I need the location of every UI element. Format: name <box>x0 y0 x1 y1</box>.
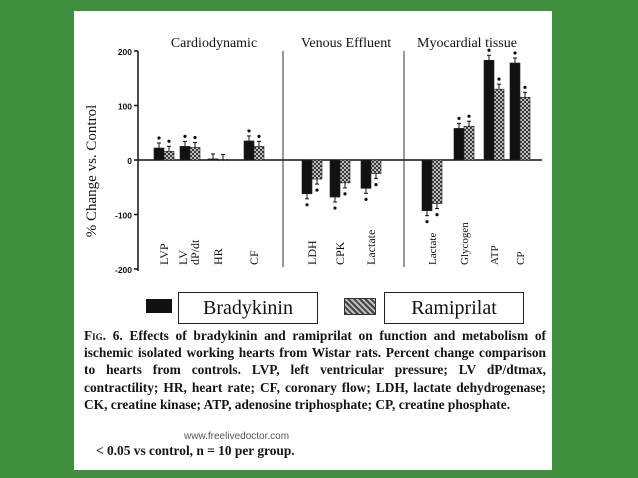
bar-ramiprilat <box>189 147 201 161</box>
significance-marker <box>497 77 501 81</box>
bar-bradykinin <box>509 62 521 161</box>
category-label: dP/dt <box>188 239 202 265</box>
category-label-group: ATP <box>489 245 501 265</box>
significance-marker <box>157 136 161 140</box>
bar-bradykinin <box>301 159 313 195</box>
bar-bradykinin <box>243 140 255 161</box>
significance-marker <box>167 139 171 143</box>
bar-ramiprilat <box>217 159 229 161</box>
significance-marker <box>315 188 319 192</box>
significance-marker <box>343 192 347 196</box>
category-label-group: Glycogen <box>459 222 471 265</box>
category-label: CP <box>515 252 527 265</box>
category-label: LDH <box>305 240 319 265</box>
bar-bradykinin <box>453 128 465 161</box>
bar-bradykinin <box>179 146 191 161</box>
significance-marker <box>247 129 251 133</box>
bar-ramiprilat <box>253 146 265 161</box>
legend-swatch-bradykinin <box>146 299 172 313</box>
slide-panel: % Change vs. Control 200 100 0 -100 -200 Cardi… <box>74 11 552 470</box>
category-label: CF <box>247 250 261 265</box>
watermark: www.freelivedoctor.com <box>184 431 290 442</box>
y-tick-label: 0 <box>127 156 132 166</box>
significance-marker <box>425 220 429 224</box>
significance-marker <box>183 134 187 138</box>
category-label: LVP <box>157 243 171 265</box>
significance-marker <box>467 114 471 118</box>
bar-bradykinin <box>207 158 219 161</box>
y-tick-label: 100 <box>118 102 132 112</box>
y-axis-label: % Change vs. Control <box>84 105 100 238</box>
panel-title: Myocardial tissue <box>417 36 517 51</box>
panel-title: Cardiodynamic <box>171 36 257 51</box>
bar-ramiprilat <box>519 97 531 161</box>
category-label-group: LDH <box>305 240 319 265</box>
category-label-group: CF <box>247 250 261 265</box>
y-tick-label: -100 <box>115 211 132 221</box>
legend-label-bradykinin: Bradykinin <box>178 292 318 324</box>
caption-figure-label: Fig. 6. <box>84 328 123 343</box>
significance-marker <box>257 134 261 138</box>
bar-ramiprilat <box>431 159 443 204</box>
significance-marker <box>523 85 527 89</box>
significance-marker <box>364 197 368 201</box>
bar-ramiprilat <box>370 159 382 174</box>
category-label: CPK <box>333 241 347 265</box>
significance-marker <box>487 48 491 52</box>
category-label: LV <box>176 250 190 265</box>
significance-marker <box>435 213 439 217</box>
bar-ramiprilat <box>311 159 323 180</box>
category-label-group: LVP <box>157 243 171 265</box>
bar-ramiprilat <box>463 125 475 161</box>
significance-marker <box>513 51 517 55</box>
category-label-group: CPK <box>333 241 347 265</box>
bar-bradykinin <box>329 159 341 198</box>
category-label-group: Lactate <box>427 233 439 265</box>
y-tick-label: -200 <box>115 265 132 275</box>
y-tick-label: 200 <box>118 47 132 57</box>
significance-marker <box>333 206 337 210</box>
bar-bradykinin <box>360 159 372 189</box>
bar-ramiprilat <box>339 159 351 184</box>
category-label: Lactate <box>364 230 378 265</box>
caption-text: Effects of bradykinin and ramiprilat on … <box>84 328 546 412</box>
figure-caption: Fig. 6. Effects of bradykinin and ramipr… <box>84 327 546 413</box>
caption-footnote: < 0.05 vs control, n = 10 per group. <box>96 443 295 458</box>
category-label: Glycogen <box>459 222 471 265</box>
panel-title: Venous Effluent <box>301 36 391 51</box>
category-label: HR <box>211 248 225 265</box>
category-label-group: Lactate <box>364 230 378 265</box>
category-label-group: CP <box>515 252 527 265</box>
legend-label-ramiprilat: Ramiprilat <box>384 292 524 324</box>
significance-marker <box>457 116 461 120</box>
category-label-group: HR <box>211 248 225 265</box>
bar-bradykinin <box>483 59 495 161</box>
bar-bradykinin <box>421 159 433 211</box>
category-label: ATP <box>489 245 501 265</box>
bar-ramiprilat <box>163 150 175 161</box>
category-label: Lactate <box>427 233 439 265</box>
bar-ramiprilat <box>493 88 505 161</box>
significance-marker <box>374 183 378 187</box>
bar-bradykinin <box>153 147 165 161</box>
significance-marker <box>305 203 309 207</box>
bar-chart: % Change vs. Control 200 100 0 -100 -200 Cardi… <box>84 36 542 275</box>
legend-swatch-ramiprilat <box>344 298 376 315</box>
significance-marker <box>193 135 197 140</box>
